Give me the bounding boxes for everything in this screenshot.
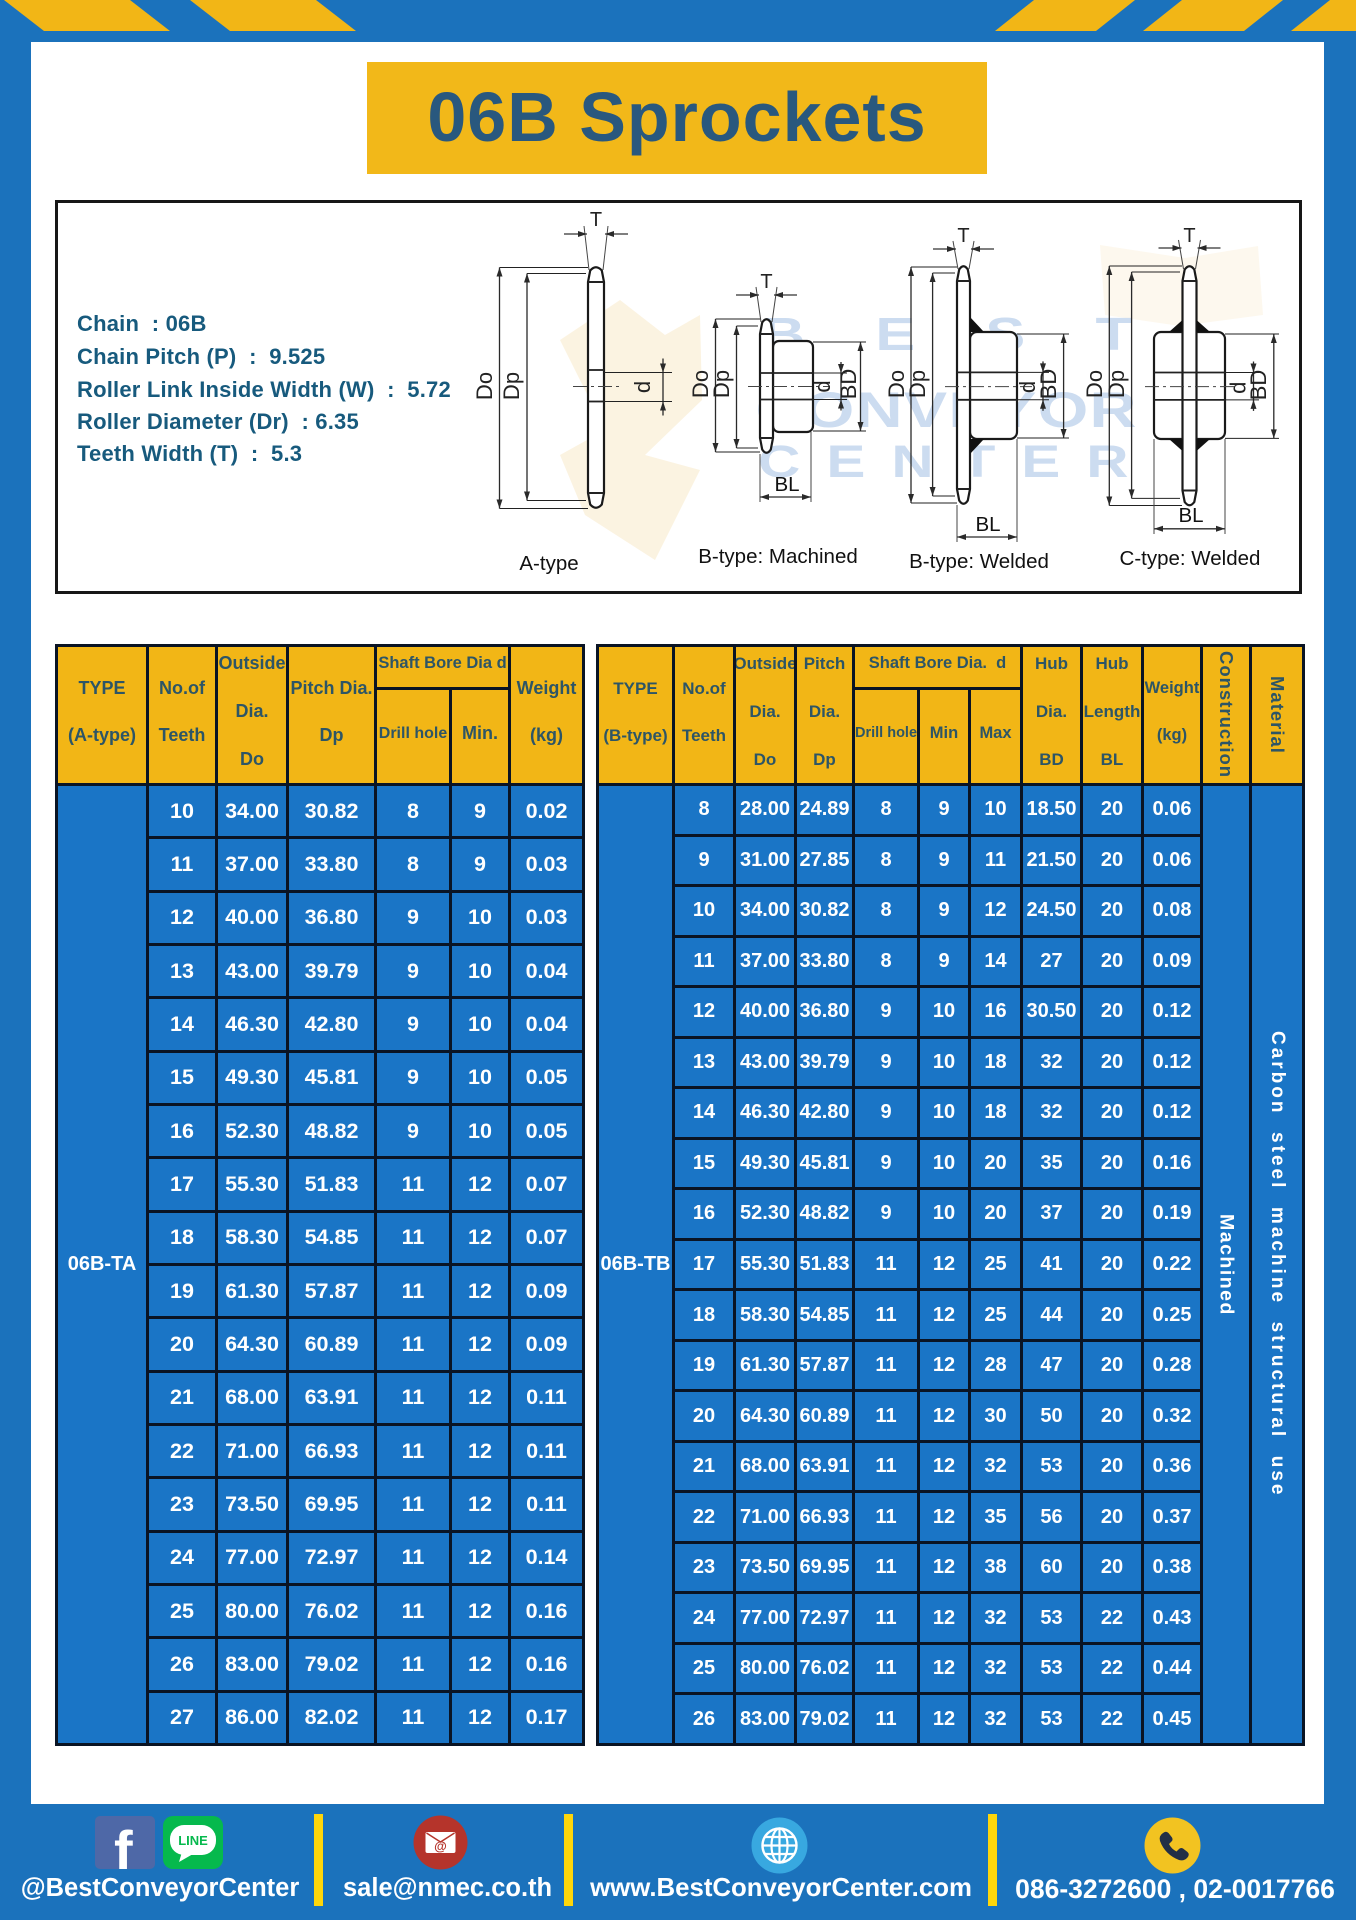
svg-text:Do: Do — [688, 370, 713, 398]
svg-text:C-type: Welded: C-type: Welded — [1120, 547, 1261, 570]
svg-text:Dp: Dp — [905, 370, 930, 398]
svg-text:@: @ — [434, 1839, 447, 1854]
svg-text:Dp: Dp — [709, 370, 734, 398]
svg-text:d: d — [630, 381, 655, 393]
svg-text:BD: BD — [1246, 370, 1271, 401]
svg-text:d: d — [810, 380, 835, 392]
svg-text:BL: BL — [975, 513, 1000, 536]
svg-text:BD: BD — [836, 369, 861, 400]
svg-text:T: T — [760, 271, 772, 293]
svg-text:BD: BD — [1036, 369, 1061, 400]
svg-text:BL: BL — [1178, 504, 1203, 527]
svg-text:Dp: Dp — [499, 372, 524, 400]
svg-text:Do: Do — [472, 372, 497, 400]
svg-text:LINE: LINE — [178, 1833, 208, 1848]
svg-text:d: d — [1226, 382, 1251, 394]
svg-text:d: d — [1015, 381, 1040, 393]
svg-text:Dp: Dp — [1104, 370, 1129, 398]
svg-text:Do: Do — [884, 370, 909, 398]
svg-text:T: T — [957, 225, 969, 247]
svg-text:Do: Do — [1082, 370, 1107, 398]
svg-text:T: T — [1183, 225, 1195, 247]
svg-text:B-type: Machined: B-type: Machined — [698, 545, 858, 568]
svg-text:T: T — [590, 209, 602, 231]
svg-text:CONVEYOR: CONVEYOR — [755, 383, 1137, 438]
svg-text:A-type: A-type — [519, 552, 578, 575]
svg-text:CENTER: CENTER — [758, 437, 1154, 487]
svg-text:B-type: Welded: B-type: Welded — [909, 550, 1049, 573]
svg-text:BL: BL — [774, 473, 799, 496]
svg-text:BEST: BEST — [762, 309, 1202, 360]
